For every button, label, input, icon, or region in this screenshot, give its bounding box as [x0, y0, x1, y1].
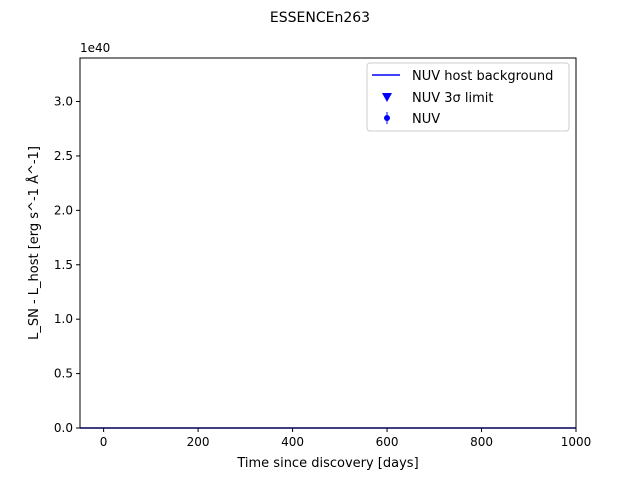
- x-tick-label: 200: [187, 435, 210, 449]
- legend-label-host-background: NUV host background: [412, 69, 553, 84]
- y-axis-label: L_SN - L_host [erg s^-1 Å^-1]: [26, 146, 42, 340]
- x-tick-label: 600: [376, 435, 399, 449]
- legend-triangle-swatch: [382, 93, 392, 102]
- chart-title: ESSENCEn263: [270, 10, 370, 26]
- x-axis-label: Time since discovery [days]: [236, 456, 418, 471]
- legend-label-limit: NUV 3σ limit: [412, 91, 494, 106]
- legend-label-nuv: NUV: [412, 112, 440, 127]
- legend: NUV host background NUV 3σ limit NUV: [366, 62, 570, 132]
- y-tick-label: 0.0: [54, 421, 73, 435]
- x-tick-label: 800: [470, 435, 493, 449]
- legend-box: [366, 62, 570, 132]
- y-tick-label: 3.0: [54, 95, 73, 109]
- y-offset-label: 1e40: [80, 41, 110, 55]
- legend-point-swatch: [384, 115, 390, 121]
- y-tick-label: 1.0: [54, 312, 73, 326]
- x-tick-label: 1000: [561, 435, 592, 449]
- y-tick-label: 2.5: [54, 149, 73, 163]
- x-tick-label: 400: [281, 435, 304, 449]
- x-axis-ticks: 0 200 400 600 800 1000: [100, 428, 591, 449]
- y-tick-label: 1.5: [54, 258, 73, 272]
- plot-frame: [79, 57, 577, 429]
- y-tick-label: 0.5: [54, 367, 73, 381]
- x-tick-label: 0: [100, 435, 108, 449]
- y-tick-label: 2.0: [54, 203, 73, 217]
- y-axis-ticks: 0.0 0.5 1.0 1.5 2.0 2.5 3.0: [54, 95, 80, 435]
